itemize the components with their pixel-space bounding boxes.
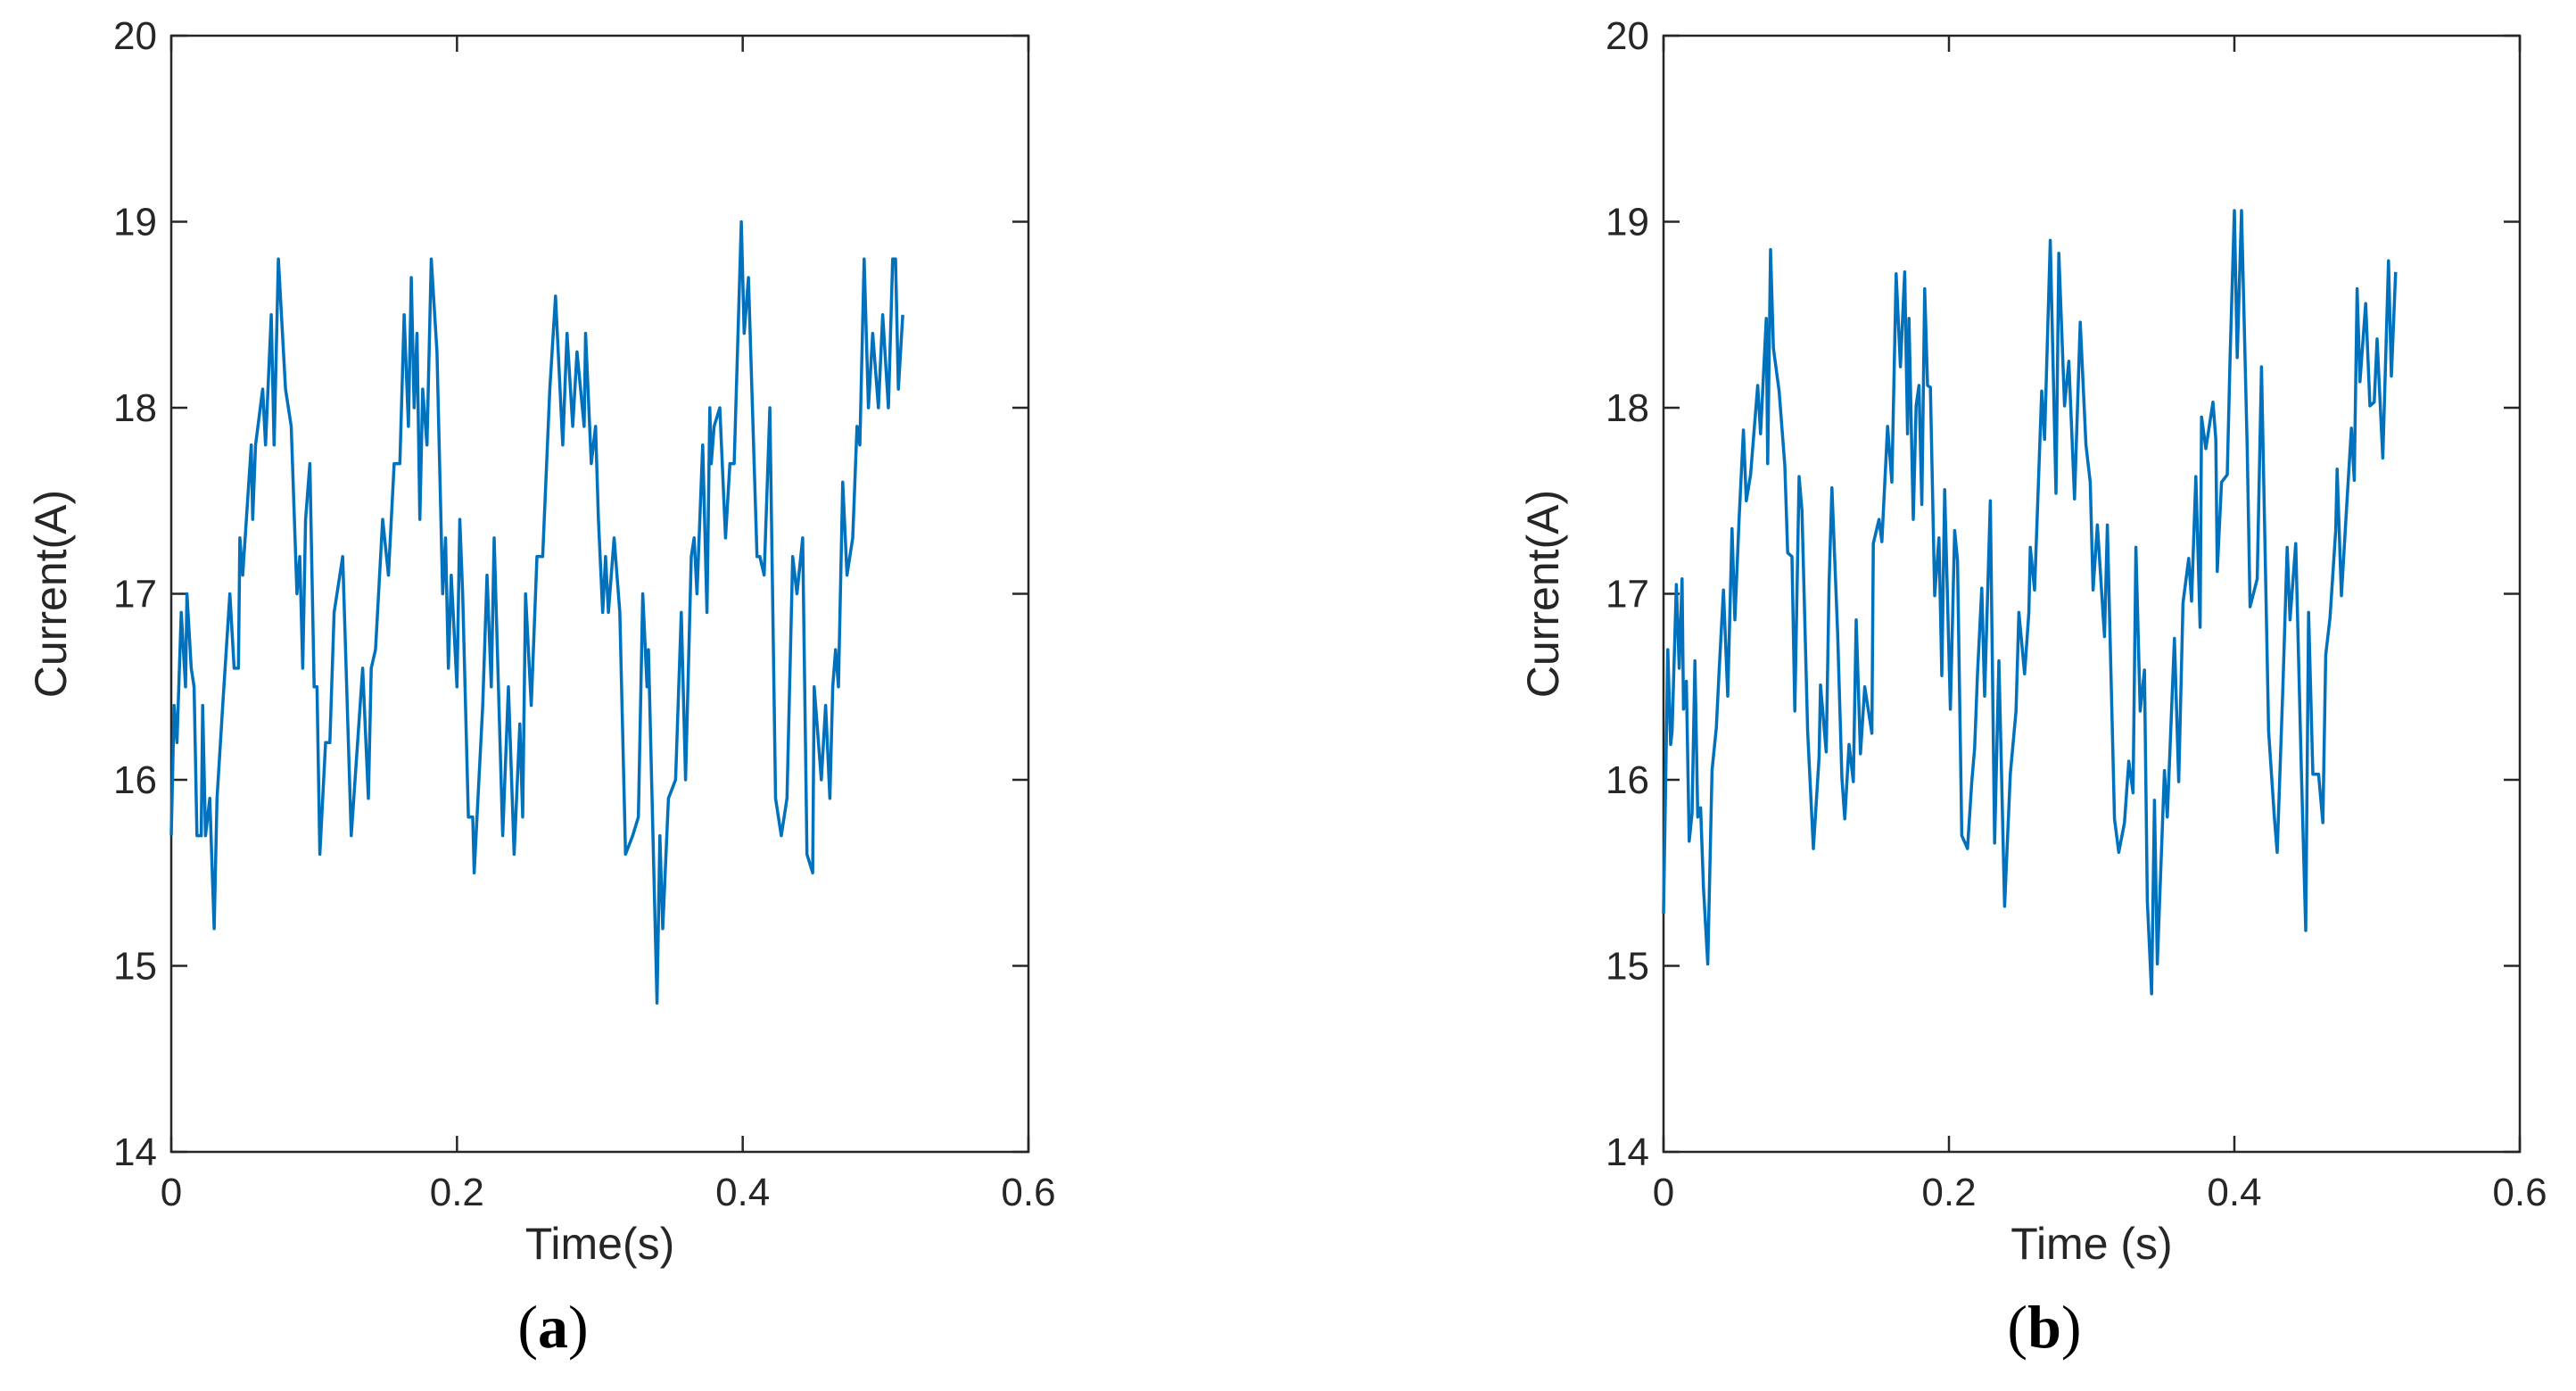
- panel-label-a: (a): [517, 1293, 588, 1361]
- y-tick-label: 17: [1606, 573, 1649, 617]
- x-axis-label: Time(s): [525, 1219, 675, 1269]
- x-tick-label: 0: [1653, 1171, 1674, 1214]
- x-axis-label: Time (s): [2010, 1219, 2172, 1269]
- y-tick-label: 16: [1606, 758, 1649, 802]
- y-tick-label: 18: [113, 386, 157, 430]
- y-tick-label: 17: [113, 573, 157, 617]
- y-tick-label: 15: [113, 945, 157, 989]
- y-tick-label: 20: [1606, 14, 1649, 58]
- chart-b: 14 15 16 17 18 19 20 0 0.2 0.4 0.6 Time (s) Current(…: [1518, 14, 2547, 1269]
- series-line-current: [169, 219, 904, 1005]
- y-tick-label: 14: [113, 1130, 157, 1174]
- y-tick-label: 15: [1606, 945, 1649, 989]
- x-tick-label: 0.2: [1921, 1171, 1976, 1214]
- y-tick-label: 14: [1606, 1130, 1649, 1174]
- y-tick-label: 16: [113, 758, 157, 802]
- y-axis-label: Current(A): [26, 490, 76, 698]
- y-tick-label: 19: [113, 201, 157, 244]
- y-axis-label: Current(A): [1518, 490, 1568, 698]
- panel-label-b: (b): [2007, 1293, 2081, 1361]
- x-tick-label: 0.4: [2207, 1171, 2261, 1214]
- x-tick-label: 0.4: [715, 1171, 770, 1214]
- chart-a: 14 15 16 17 18 19 20 0 0.2 0.4 0.6 Time(s) Current(A…: [26, 14, 1056, 1269]
- y-tick-label: 20: [113, 14, 157, 58]
- x-tick-label: 0.6: [2492, 1171, 2547, 1214]
- y-tick-label: 18: [1606, 386, 1649, 430]
- series-line-current: [1662, 209, 2398, 996]
- y-tick-label: 19: [1606, 201, 1649, 244]
- x-tick-label: 0: [161, 1171, 182, 1214]
- x-tick-label: 0.6: [1001, 1171, 1055, 1214]
- x-tick-label: 0.2: [430, 1171, 484, 1214]
